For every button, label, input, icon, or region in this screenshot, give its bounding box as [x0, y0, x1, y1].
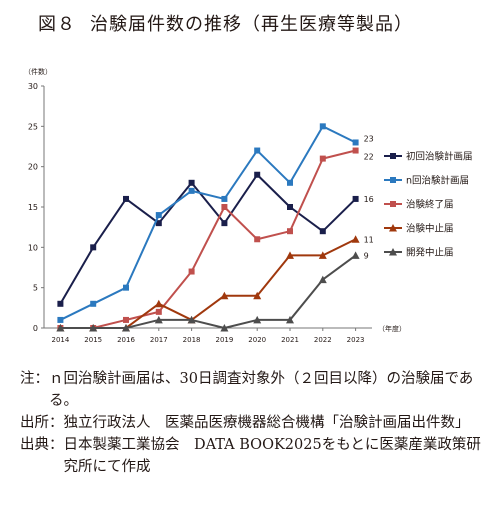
data-point [155, 220, 162, 227]
legend-label: 初回治験計画届 [406, 151, 473, 163]
note-label: 出所： [20, 415, 64, 431]
notes: 注： ｎ回治験計画届は、30日調査対象外（２回目以降）の治験届である。 出所： … [20, 368, 490, 478]
note-label: 出典： [20, 437, 64, 453]
data-point [57, 300, 64, 307]
x-tick-label: 2022 [314, 336, 332, 344]
series-line [59, 125, 357, 321]
legend-marker [390, 153, 396, 159]
data-point [221, 220, 228, 227]
x-axis-title: （年度） [378, 324, 406, 333]
data-point [352, 195, 359, 202]
data-point [286, 251, 294, 259]
legend-label: 開発中止届 [406, 247, 454, 259]
data-point [287, 228, 293, 235]
data-point [123, 284, 129, 291]
data-point [90, 244, 97, 251]
data-label: 23 [364, 134, 374, 143]
data-point [352, 147, 359, 154]
data-point [220, 291, 229, 300]
note-text: ｎ回治験計画届は、30日調査対象外（２回目以降）の治験届である。 [49, 371, 474, 409]
legend-label: n回治験計画届 [406, 175, 469, 187]
note-source: 出所： 独立行政法人 医薬品医療機器総合機構「治験計画届出件数」 [20, 412, 490, 434]
legend-label: 治験終了届 [406, 199, 454, 211]
data-point [57, 316, 64, 323]
y-tick-label: 0 [33, 324, 38, 333]
figure-title: 図８ 治験届件数の推移（再生医療等製品） [38, 10, 413, 36]
series-line [60, 254, 357, 329]
y-tick-label: 30 [28, 82, 38, 91]
x-tick-label: 2021 [281, 336, 299, 344]
data-point [155, 308, 162, 315]
line-chart: 0 5 10 15 20 25 30 （件数） 2014 2015 2016 2017 2018 2019… [24, 67, 473, 344]
data-point [123, 195, 129, 202]
y-tick-label: 15 [28, 203, 38, 212]
note-reference: 出典： 日本製薬工業協会 DATA BOOK2025をもとに医薬産業政策研究所に… [20, 434, 490, 478]
data-point [319, 228, 326, 235]
data-point [188, 187, 195, 194]
data-point [254, 171, 261, 178]
data-point [352, 139, 359, 146]
data-point [254, 236, 261, 243]
x-tick-label: 2016 [117, 336, 135, 344]
data-label: 16 [364, 195, 374, 204]
data-point [221, 204, 228, 210]
x-tick-label: 2020 [248, 336, 266, 344]
data-point [319, 155, 326, 162]
legend-marker [389, 224, 397, 232]
data-point [187, 315, 196, 324]
data-point [351, 235, 360, 243]
legend-marker [389, 248, 397, 256]
y-tick-label: 10 [28, 243, 38, 252]
series-line [60, 149, 356, 329]
note-remark: 注： ｎ回治験計画届は、30日調査対象外（２回目以降）の治験届である。 [20, 368, 490, 412]
series-line [59, 173, 357, 305]
data-point [318, 275, 327, 284]
data-point [122, 324, 130, 332]
x-tick-label: 2018 [183, 336, 201, 344]
x-tick-label: 2015 [84, 336, 102, 344]
data-point [155, 212, 162, 219]
note-text: 独立行政法人 医薬品医療機器総合機構「治験計画届出件数」 [63, 415, 470, 431]
data-point [56, 324, 65, 332]
note-text: 日本製薬工業協会 DATA BOOK2025をもとに医薬産業政策研究所にて作成 [63, 437, 481, 475]
data-point [188, 268, 195, 275]
data-point [286, 315, 294, 324]
legend-marker [390, 201, 396, 207]
x-tick-label: 2023 [347, 336, 365, 344]
x-tick-label: 2017 [150, 336, 168, 344]
data-point [253, 291, 262, 300]
data-point [188, 179, 195, 186]
legend-marker [390, 177, 396, 183]
legend-label: 治験中止届 [406, 223, 454, 235]
y-tick-label: 20 [28, 163, 38, 172]
y-tick-label: 5 [33, 284, 38, 293]
data-label: 22 [364, 153, 374, 162]
data-label: 9 [364, 251, 369, 260]
x-tick-label: 2014 [51, 336, 69, 344]
figure-title-text: 治験届件数の推移（再生医療等製品） [90, 14, 413, 35]
data-point [221, 195, 228, 202]
y-tick-label: 25 [28, 122, 38, 131]
x-tick-label: 2019 [215, 336, 233, 344]
data-point [253, 315, 262, 324]
data-point [287, 204, 293, 210]
data-point [123, 316, 129, 323]
data-point [154, 315, 163, 324]
data-point [89, 324, 98, 332]
note-label: 注： [20, 371, 49, 387]
series-line [60, 238, 357, 329]
data-point [287, 179, 293, 186]
data-point [154, 299, 163, 308]
figure-number: 図８ [38, 14, 76, 35]
y-axis-title: （件数） [24, 67, 52, 76]
data-label: 11 [364, 235, 374, 244]
data-point [220, 324, 229, 332]
data-point [319, 123, 326, 130]
data-point [254, 147, 261, 154]
data-point [90, 300, 97, 307]
data-point [351, 251, 360, 259]
data-point [318, 251, 327, 259]
